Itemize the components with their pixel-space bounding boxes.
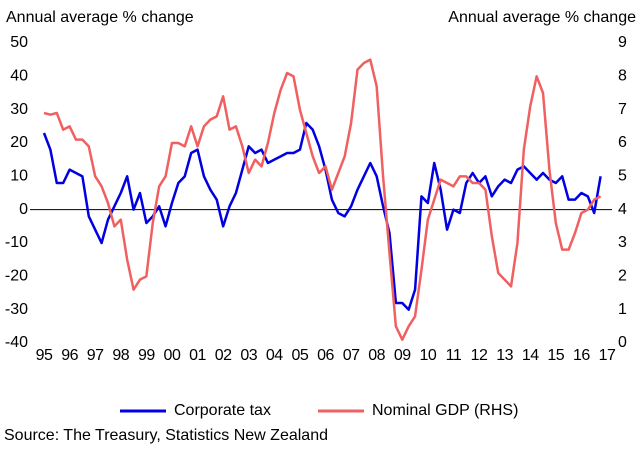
x-tick-label: 11 xyxy=(446,347,462,364)
x-tick-label: 99 xyxy=(138,347,155,364)
y2-axis-label: Annual average % change xyxy=(448,9,636,26)
x-tick-label: 95 xyxy=(36,347,53,364)
y2-tick-label: 4 xyxy=(618,201,627,218)
legend-label: Corporate tax xyxy=(174,402,271,419)
y-tick-label: 40 xyxy=(10,68,28,85)
y2-tick-label: 6 xyxy=(618,134,627,151)
y-tick-label: -20 xyxy=(5,268,28,285)
y-tick-label: -30 xyxy=(5,301,28,318)
y-tick-label: -10 xyxy=(5,234,28,251)
x-tick-label: 00 xyxy=(164,347,181,364)
x-tick-label: 10 xyxy=(419,347,436,364)
y2-tick-label: 9 xyxy=(618,34,627,51)
y2-tick-label: 3 xyxy=(618,234,627,251)
series-line xyxy=(43,58,602,341)
series-line xyxy=(42,121,602,311)
y2-tick-label: 2 xyxy=(618,268,627,285)
x-tick-label: 07 xyxy=(343,347,360,364)
x-tick-label: 12 xyxy=(471,347,488,364)
y2-tick-label: 5 xyxy=(618,168,627,185)
x-tick-label: 14 xyxy=(522,347,539,364)
x-tick-label: 04 xyxy=(266,347,283,364)
legend-label: Nominal GDP (RHS) xyxy=(372,402,518,419)
x-tick-label: 96 xyxy=(61,347,78,364)
y2-tick-label: 7 xyxy=(618,101,627,118)
y-axis-label: Annual average % change xyxy=(6,9,194,26)
x-tick-label: 13 xyxy=(496,347,513,364)
y-tick-label: 50 xyxy=(10,34,28,51)
y2-tick-label: 1 xyxy=(618,301,627,318)
x-tick-label: 09 xyxy=(394,347,411,364)
x-tick-label: 05 xyxy=(292,347,309,364)
y-tick-label: -40 xyxy=(5,334,28,351)
y-tick-label: 10 xyxy=(10,168,28,185)
y-tick-label: 30 xyxy=(10,101,28,118)
x-tick-label: 97 xyxy=(87,347,104,364)
x-tick-label: 08 xyxy=(368,347,385,364)
x-tick-label: 02 xyxy=(215,347,232,364)
y2-tick-label: 8 xyxy=(618,68,627,85)
y2-tick-label: 0 xyxy=(618,334,627,351)
x-tick-label: 15 xyxy=(547,347,564,364)
x-tick-label: 16 xyxy=(573,347,590,364)
x-tick-label: 98 xyxy=(112,347,129,364)
x-tick-label: 06 xyxy=(317,347,334,364)
y-tick-label: 20 xyxy=(10,134,28,151)
x-tick-label: 17 xyxy=(599,347,616,364)
x-tick-label: 01 xyxy=(189,347,206,364)
x-tick-label: 03 xyxy=(240,347,257,364)
y-tick-label: 0 xyxy=(19,201,28,218)
source: Source: The Treasury, Statistics New Zea… xyxy=(4,427,328,444)
